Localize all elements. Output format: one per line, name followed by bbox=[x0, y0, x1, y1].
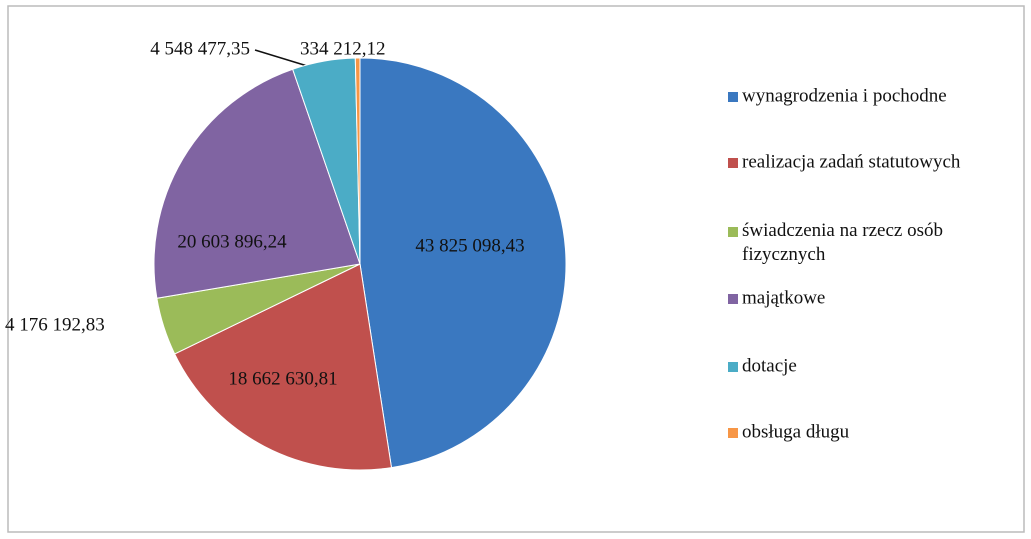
legend-label: realizacja zadań statutowych bbox=[742, 151, 961, 172]
legend-label: majątkowe bbox=[742, 287, 825, 308]
legend-label: obsługa długu bbox=[742, 421, 850, 442]
pie-slice bbox=[359, 57, 567, 469]
data-label: 334 212,12 bbox=[300, 38, 386, 59]
data-label: 18 662 630,81 bbox=[228, 368, 337, 389]
legend-label: dotacje bbox=[742, 355, 797, 376]
legend-swatch bbox=[728, 428, 738, 438]
data-label: 4 176 192,83 bbox=[5, 314, 105, 335]
chart-frame bbox=[7, 5, 1025, 533]
data-label: 43 825 098,43 bbox=[415, 235, 524, 256]
data-label: 4 548 477,35 bbox=[150, 38, 250, 59]
data-label: 20 603 896,24 bbox=[177, 231, 287, 252]
legend-label: wynagrodzenia i pochodne bbox=[742, 85, 947, 106]
legend-label: świadczenia na rzecz osób fizycznych bbox=[742, 220, 948, 265]
pie-slice bbox=[173, 263, 393, 471]
legend-swatch bbox=[728, 158, 738, 168]
legend-swatch bbox=[728, 227, 738, 237]
pie-slice bbox=[354, 57, 361, 265]
legend-swatch bbox=[728, 294, 738, 304]
pie-slice bbox=[153, 68, 361, 299]
legend-swatch bbox=[728, 92, 738, 102]
legend-swatch bbox=[728, 362, 738, 372]
